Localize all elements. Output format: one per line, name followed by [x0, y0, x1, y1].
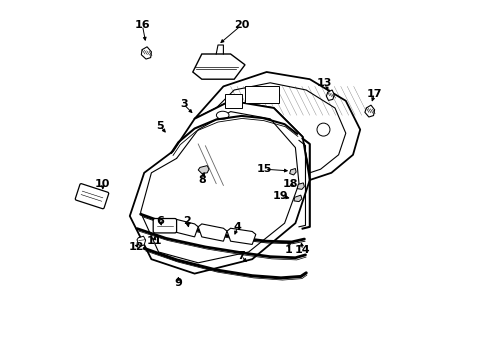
Text: 12: 12 — [128, 242, 144, 252]
Text: 20: 20 — [234, 20, 249, 30]
Text: 9: 9 — [174, 278, 182, 288]
Ellipse shape — [217, 111, 229, 119]
FancyBboxPatch shape — [75, 184, 109, 209]
Circle shape — [317, 123, 330, 136]
Polygon shape — [130, 101, 310, 274]
Text: 1: 1 — [284, 245, 292, 255]
Bar — [225, 94, 243, 108]
Polygon shape — [170, 219, 198, 237]
Text: 10: 10 — [95, 179, 110, 189]
Text: 7: 7 — [238, 251, 245, 261]
Text: 15: 15 — [257, 164, 272, 174]
Text: 17: 17 — [367, 89, 382, 99]
Text: 18: 18 — [282, 179, 298, 189]
FancyBboxPatch shape — [153, 219, 176, 233]
Polygon shape — [294, 195, 302, 202]
Text: 14: 14 — [295, 245, 310, 255]
Text: 11: 11 — [147, 236, 162, 246]
Text: 2: 2 — [184, 216, 191, 226]
Text: 5: 5 — [157, 121, 164, 131]
Polygon shape — [198, 166, 209, 174]
Text: 4: 4 — [234, 222, 242, 232]
Text: 3: 3 — [180, 99, 188, 109]
Polygon shape — [290, 168, 296, 175]
Polygon shape — [365, 105, 374, 117]
Text: 16: 16 — [135, 20, 150, 30]
Polygon shape — [198, 224, 227, 241]
Text: 19: 19 — [272, 191, 288, 201]
Polygon shape — [137, 236, 146, 246]
Text: 13: 13 — [317, 78, 332, 88]
Polygon shape — [141, 47, 151, 59]
Text: 8: 8 — [198, 175, 206, 185]
Polygon shape — [299, 139, 310, 144]
Polygon shape — [193, 54, 245, 79]
Bar — [245, 86, 279, 103]
Text: 6: 6 — [156, 216, 164, 226]
Polygon shape — [227, 228, 256, 244]
Polygon shape — [297, 183, 304, 189]
Polygon shape — [326, 90, 334, 100]
